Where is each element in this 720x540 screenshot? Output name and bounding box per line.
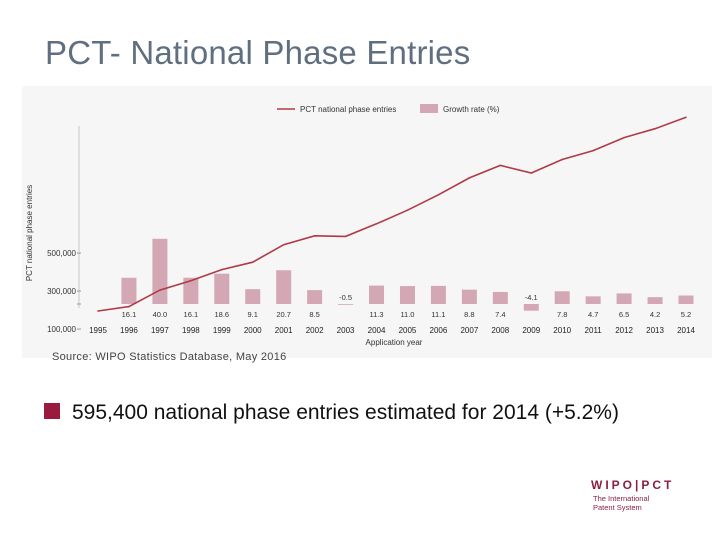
entries-point [313, 235, 316, 237]
growth-bar [647, 297, 663, 304]
entries-point [654, 127, 656, 130]
logo-sub-line2: Patent System [593, 503, 642, 512]
entries-point [97, 310, 99, 312]
x-tick-label: 1995 [89, 326, 107, 335]
y-axis-label: PCT national phase entries [25, 185, 34, 281]
entries-point [128, 305, 130, 308]
logo-main: WIPO|PCT [591, 478, 675, 492]
growth-bar [276, 270, 292, 304]
growth-bar-label: 7.8 [557, 310, 567, 319]
entries-point [406, 209, 409, 211]
growth-bar-label: 8.8 [464, 310, 474, 319]
growth-bar-label: 4.7 [588, 310, 598, 319]
x-tick-label: 1999 [213, 326, 231, 335]
growth-bar-label: 5.2 [681, 310, 691, 319]
x-tick-label: 1997 [151, 326, 169, 335]
logo-sub-line1: The International [593, 494, 650, 503]
growth-bar [369, 285, 385, 304]
x-tick-label: 2014 [677, 326, 695, 335]
y-tick-label: 100,000 [47, 325, 76, 334]
entries-point [499, 164, 502, 167]
wipo-pct-logo: WIPO|PCT The International Patent System [591, 478, 686, 512]
growth-bar [492, 291, 508, 304]
growth-bar-label: -4.1 [525, 293, 538, 302]
entries-point [282, 243, 285, 246]
x-tick-label: 2005 [399, 326, 417, 335]
bullet-square-icon [44, 403, 60, 419]
x-tick-label: 2001 [275, 326, 293, 335]
entries-point [344, 235, 347, 238]
growth-bar-label: 8.5 [309, 310, 319, 319]
x-tick-label: 2013 [646, 326, 664, 335]
entries-point [251, 261, 254, 264]
x-tick-label: 2008 [491, 326, 509, 335]
legend-bar-label: Growth rate (%) [443, 105, 500, 114]
chart-panel: 100,000 300,000 500,000 PCT national phase … [22, 86, 712, 358]
growth-bar-label: 9.1 [248, 310, 258, 319]
x-tick-label: 2004 [368, 326, 386, 335]
growth-bar-label: 4.2 [650, 310, 660, 319]
growth-bar-label: 6.5 [619, 310, 629, 319]
x-tick-label: 2010 [553, 326, 571, 335]
entries-line [97, 116, 687, 312]
entries-point [468, 177, 471, 179]
x-tick-label: 2000 [244, 326, 262, 335]
growth-bar [121, 277, 137, 304]
growth-bar-label: 11.1 [431, 310, 445, 319]
growth-bar-label: 40.0 [153, 310, 168, 319]
growth-bar [152, 238, 168, 304]
bullet-point: 595,400 national phase entries estimated… [44, 398, 624, 428]
slide-title: PCT- National Phase Entries [45, 34, 471, 71]
growth-bar [245, 289, 261, 304]
y-tick-label: 300,000 [47, 287, 76, 296]
growth-bar-label: -0.5 [339, 293, 352, 302]
x-tick-label: 2003 [337, 326, 355, 335]
growth-bar [399, 286, 415, 304]
growth-bar [554, 291, 570, 304]
growth-bar [214, 273, 230, 304]
entries-point [159, 289, 161, 291]
growth-bar [461, 289, 477, 304]
entries-point [623, 136, 625, 139]
entries-point [375, 223, 378, 225]
growth-bar-label: 18.6 [214, 310, 229, 319]
growth-bar-label: 7.4 [495, 310, 505, 319]
entries-point [190, 280, 192, 282]
legend-line-label: PCT national phase entries [300, 105, 396, 114]
entries-point [592, 149, 594, 152]
growth-bar [430, 285, 446, 304]
legend-bar-swatch [420, 104, 438, 113]
source-note: Source: WIPO Statistics Database, May 20… [52, 351, 287, 363]
growth-bar [585, 296, 601, 304]
growth-bar-label: 16.1 [122, 310, 137, 319]
growth-bar [523, 304, 539, 311]
x-tick-label: 2007 [460, 326, 478, 335]
chart-svg: 100,000 300,000 500,000 PCT national phase … [25, 104, 695, 347]
x-tick-label: 1996 [120, 326, 138, 335]
growth-bar [678, 295, 694, 304]
growth-bar-label: 11.0 [400, 310, 414, 319]
x-tick-label: 2002 [306, 326, 324, 335]
logo-subtitle: The International Patent System [591, 494, 686, 512]
growth-bar [338, 304, 354, 305]
entries-point [530, 172, 533, 174]
growth-bar-label: 20.7 [276, 310, 291, 319]
bullet-text: 595,400 national phase entries estimated… [72, 401, 619, 424]
entries-point [561, 158, 564, 161]
x-tick-label: 2012 [615, 326, 633, 335]
x-axis-label: Application year [366, 338, 423, 347]
x-tick-label: 2011 [585, 326, 603, 335]
growth-bar-label: 16.1 [184, 310, 199, 319]
x-tick-label: 2006 [430, 326, 448, 335]
growth-bar-label: 11.3 [370, 310, 384, 319]
entries-point [685, 116, 687, 119]
entries-point [220, 268, 223, 271]
y-tick-label: 500,000 [47, 249, 76, 258]
x-tick-label: 2009 [522, 326, 540, 335]
x-tick-label: 1998 [182, 326, 200, 335]
growth-bar [307, 290, 323, 304]
entries-point [437, 193, 440, 196]
growth-bar [616, 293, 632, 304]
growth-bar [183, 277, 199, 304]
